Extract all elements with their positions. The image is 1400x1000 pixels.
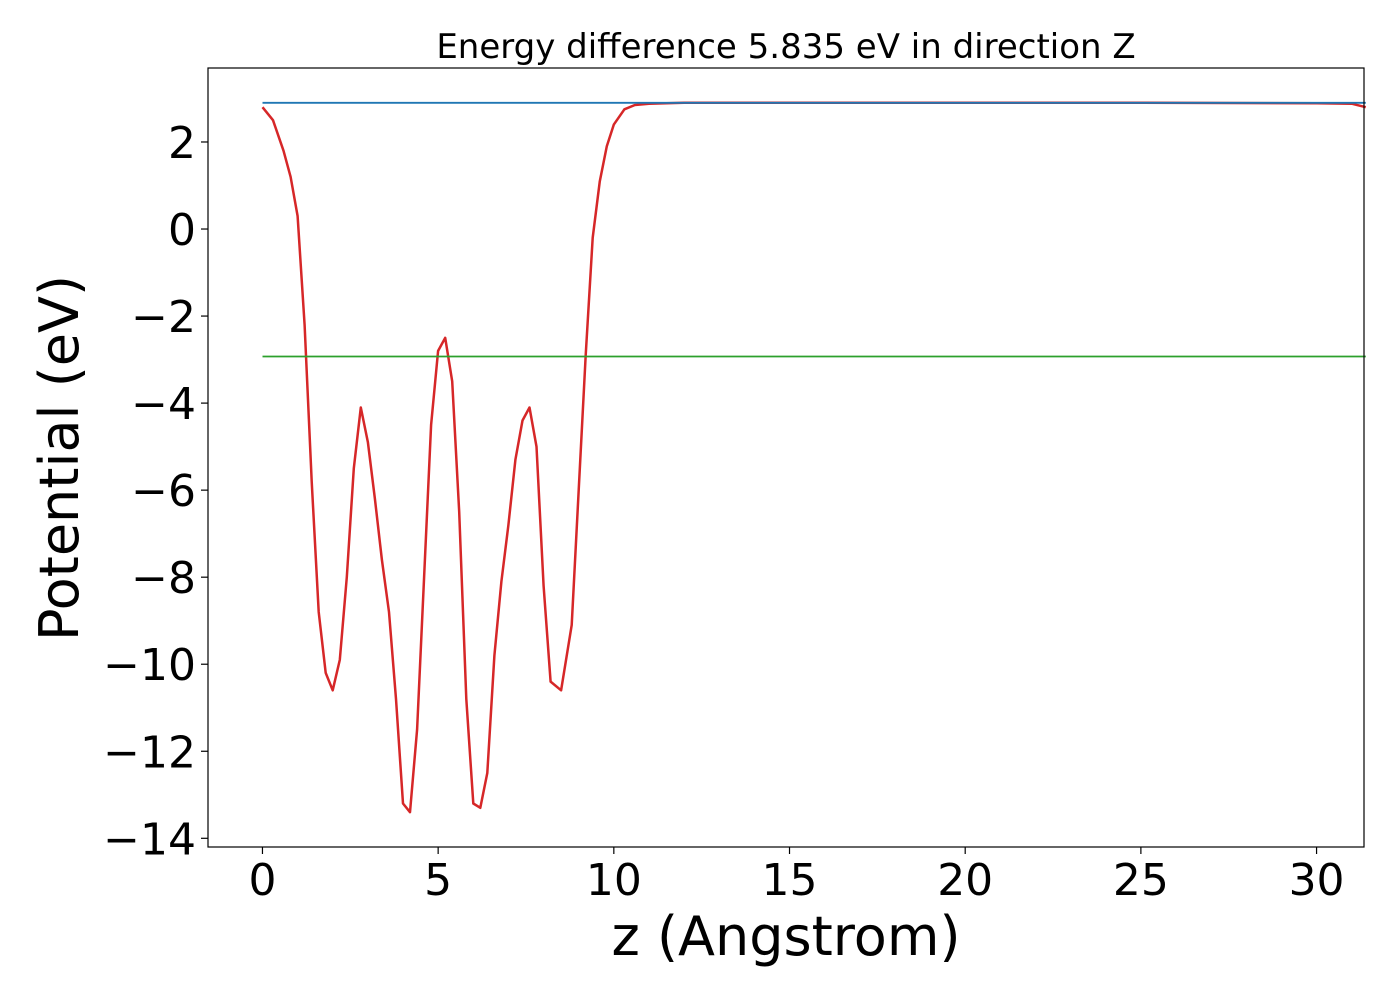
y-axis-title: Potential (eV) [28,275,91,641]
x-axis-title: z (Angstrom) [611,905,960,968]
plot-frame [207,67,1365,848]
y-axis: 2 0 −2 −4 −6 −8 −10 −12 −14 [103,118,208,865]
y-tick-label: −14 [103,814,196,865]
series-layer [261,101,1367,814]
x-tick-label: 30 [1289,855,1345,906]
y-tick-label: −2 [131,292,196,343]
y-tick-label: −8 [131,553,196,604]
y-tick-label: −10 [103,640,196,691]
x-tick-label: 15 [762,855,818,906]
y-tick-label: −12 [103,727,196,778]
y-tick-label: −6 [131,466,196,517]
x-axis: 0 5 10 15 20 25 30 [248,847,1345,906]
y-tick-label: 2 [168,118,196,169]
y-tick-label: −4 [131,379,196,430]
x-tick-label: 5 [424,855,452,906]
x-tick-label: 25 [1113,855,1169,906]
x-tick-label: 10 [586,855,642,906]
series-line-0 [261,101,1367,814]
chart-title: Energy difference 5.835 eV in direction … [436,27,1135,67]
y-tick-label: 0 [168,205,196,256]
x-tick-label: 0 [248,855,276,906]
x-tick-label: 20 [937,855,993,906]
